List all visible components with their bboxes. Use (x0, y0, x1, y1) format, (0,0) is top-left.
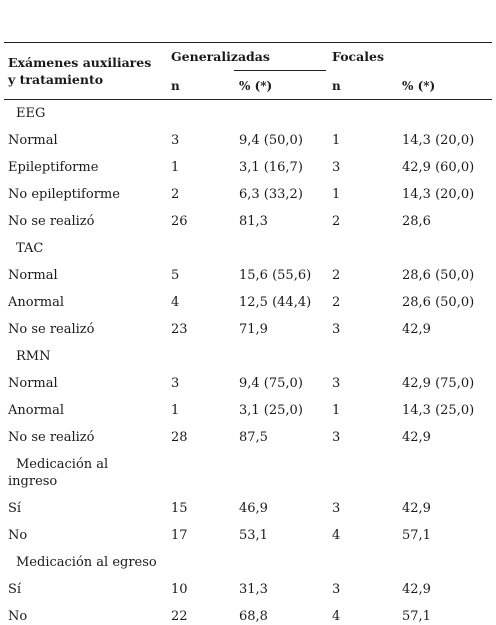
row-label: No se realizó (8, 214, 95, 229)
row-label: No epileptiforme (8, 187, 120, 202)
cell-generalizadas-n: 5 (171, 268, 180, 283)
subheader-n-generalizadas: n (171, 79, 180, 93)
cell-focales-pct: 42,9 (402, 501, 431, 516)
cell-generalizadas-pct: 71,9 (239, 322, 268, 337)
cell-generalizadas-n: 22 (171, 609, 188, 624)
cell-focales-n: 3 (332, 160, 341, 175)
cell-focales-pct: 14,3 (20,0) (402, 187, 475, 202)
cell-generalizadas-n: 10 (171, 582, 188, 597)
cell-generalizadas-pct: 9,4 (50,0) (239, 133, 303, 148)
cell-generalizadas-pct: 31,3 (239, 582, 268, 597)
row-label: Epileptiforme (8, 160, 99, 175)
cell-focales-pct: 28,6 (50,0) (402, 268, 475, 283)
cell-focales-n: 1 (332, 403, 341, 418)
cell-focales-n: 2 (332, 214, 341, 229)
cell-focales-pct: 28,6 (402, 214, 431, 229)
section-heading: EEG (16, 106, 46, 121)
cell-generalizadas-n: 3 (171, 376, 180, 391)
cell-focales-n: 1 (332, 133, 341, 148)
cell-focales-n: 4 (332, 609, 341, 624)
cell-focales-n: 4 (332, 528, 341, 543)
cell-focales-n: 3 (332, 376, 341, 391)
cell-generalizadas-pct: 12,5 (44,4) (239, 295, 312, 310)
cell-generalizadas-n: 3 (171, 133, 180, 148)
cell-focales-pct: 42,9 (402, 322, 431, 337)
cell-focales-pct: 14,3 (25,0) (402, 403, 475, 418)
cell-focales-n: 2 (332, 295, 341, 310)
cell-generalizadas-n: 26 (171, 214, 188, 229)
subheader-n-focales: n (332, 79, 341, 93)
cell-focales-n: 3 (332, 322, 341, 337)
cell-generalizadas-n: 1 (171, 403, 180, 418)
column-label-line2: y tratamiento (8, 72, 104, 87)
cell-generalizadas-pct: 81,3 (239, 214, 268, 229)
group-header-focales: Focales (332, 49, 384, 64)
row-label: Anormal (8, 295, 65, 310)
cell-focales-n: 3 (332, 501, 341, 516)
row-label: Sí (8, 582, 22, 597)
cell-generalizadas-pct: 46,9 (239, 501, 268, 516)
cell-focales-pct: 14,3 (20,0) (402, 133, 475, 148)
row-label: No se realizó (8, 430, 95, 445)
cell-generalizadas-n: 17 (171, 528, 188, 543)
cell-focales-n: 1 (332, 187, 341, 202)
row-label: Normal (8, 376, 58, 391)
cell-focales-n: 3 (332, 430, 341, 445)
cell-generalizadas-pct: 6,3 (33,2) (239, 187, 303, 202)
cell-generalizadas-n: 4 (171, 295, 180, 310)
cell-generalizadas-pct: 3,1 (25,0) (239, 403, 303, 418)
section-heading: TAC (16, 241, 44, 256)
section-heading: RMN (16, 349, 51, 364)
cell-focales-pct: 42,9 (402, 582, 431, 597)
cell-focales-pct: 28,6 (50,0) (402, 295, 475, 310)
cell-generalizadas-pct: 3,1 (16,7) (239, 160, 303, 175)
subheader-pct-focales: % (*) (402, 79, 436, 93)
cell-generalizadas-pct: 87,5 (239, 430, 268, 445)
cell-generalizadas-pct: 68,8 (239, 609, 268, 624)
cell-focales-pct: 42,9 (75,0) (402, 376, 475, 391)
cell-focales-pct: 42,9 (60,0) (402, 160, 475, 175)
top-rule (4, 42, 492, 43)
cell-generalizadas-pct: 15,6 (55,6) (239, 268, 312, 283)
cell-generalizadas-n: 28 (171, 430, 188, 445)
cell-generalizadas-pct: 53,1 (239, 528, 268, 543)
cell-focales-pct: 42,9 (402, 430, 431, 445)
cell-generalizadas-n: 23 (171, 322, 188, 337)
cell-generalizadas-n: 1 (171, 160, 180, 175)
subheader-pct-generalizadas: % (*) (239, 79, 273, 93)
group-underline-generalizadas (234, 70, 326, 71)
row-label: Sí (8, 501, 22, 516)
row-label: No (8, 609, 28, 624)
section-heading-line1: Medicación al (16, 457, 109, 472)
cell-focales-pct: 57,1 (402, 609, 431, 624)
row-label: Anormal (8, 403, 65, 418)
section-heading: Medicación al egreso (16, 555, 157, 570)
row-label: Normal (8, 133, 58, 148)
column-label-line1: Exámenes auxiliares (8, 55, 152, 70)
cell-generalizadas-n: 2 (171, 187, 180, 202)
header-bottom-rule (4, 99, 492, 100)
row-label: No se realizó (8, 322, 95, 337)
cell-focales-pct: 57,1 (402, 528, 431, 543)
cell-focales-n: 3 (332, 582, 341, 597)
row-label: Normal (8, 268, 58, 283)
cell-generalizadas-pct: 9,4 (75,0) (239, 376, 303, 391)
cell-generalizadas-n: 15 (171, 501, 188, 516)
section-heading-line2: ingreso (8, 474, 58, 489)
group-header-generalizadas: Generalizadas (171, 49, 270, 64)
row-label: No (8, 528, 28, 543)
cell-focales-n: 2 (332, 268, 341, 283)
